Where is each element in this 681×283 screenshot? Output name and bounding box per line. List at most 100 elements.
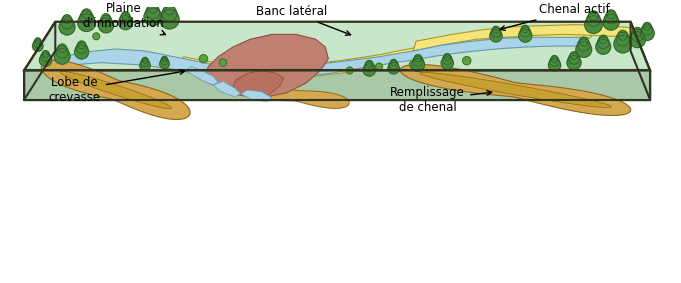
Circle shape	[164, 4, 175, 15]
Circle shape	[42, 51, 49, 57]
Bar	[45, 60, 46, 64]
Circle shape	[41, 52, 50, 62]
Circle shape	[120, 13, 131, 24]
Circle shape	[414, 55, 422, 62]
Circle shape	[219, 59, 227, 67]
Circle shape	[122, 12, 129, 20]
Circle shape	[33, 39, 42, 47]
Polygon shape	[213, 81, 240, 97]
Circle shape	[577, 39, 590, 51]
Circle shape	[63, 15, 72, 23]
Circle shape	[491, 28, 501, 37]
Circle shape	[597, 37, 609, 48]
Bar	[603, 47, 604, 51]
Bar	[81, 52, 82, 56]
Circle shape	[75, 45, 89, 59]
Circle shape	[462, 57, 471, 65]
Circle shape	[633, 27, 642, 36]
Bar	[417, 65, 419, 68]
Circle shape	[599, 35, 607, 44]
Circle shape	[76, 42, 87, 53]
Circle shape	[61, 16, 73, 29]
Bar	[637, 40, 638, 44]
Circle shape	[162, 7, 177, 22]
Text: Banc latéral: Banc latéral	[255, 5, 351, 35]
Circle shape	[616, 33, 630, 46]
Circle shape	[587, 13, 601, 27]
Circle shape	[596, 39, 611, 54]
Circle shape	[567, 56, 581, 70]
Circle shape	[443, 55, 452, 65]
Circle shape	[522, 25, 529, 33]
Circle shape	[363, 64, 375, 76]
Circle shape	[376, 63, 383, 70]
Circle shape	[162, 56, 168, 62]
Polygon shape	[189, 42, 321, 93]
Polygon shape	[186, 67, 218, 85]
Bar	[592, 25, 595, 29]
Circle shape	[409, 61, 417, 68]
Circle shape	[39, 54, 52, 66]
Bar	[368, 70, 370, 73]
Bar	[622, 44, 624, 49]
Circle shape	[78, 41, 86, 49]
Text: Chenal actif: Chenal actif	[501, 3, 609, 31]
Circle shape	[576, 42, 592, 57]
Bar	[61, 56, 63, 61]
Polygon shape	[24, 22, 650, 70]
Circle shape	[33, 41, 43, 51]
Bar	[152, 17, 154, 22]
Circle shape	[82, 9, 91, 19]
Circle shape	[56, 46, 68, 58]
Circle shape	[347, 67, 353, 74]
Bar	[583, 50, 585, 54]
Circle shape	[161, 57, 168, 65]
Bar	[37, 46, 38, 49]
Polygon shape	[631, 22, 650, 100]
Circle shape	[366, 60, 373, 67]
Circle shape	[444, 53, 451, 60]
Polygon shape	[60, 71, 172, 109]
Polygon shape	[240, 90, 272, 102]
Circle shape	[644, 22, 651, 30]
Polygon shape	[179, 27, 599, 78]
Bar	[105, 25, 107, 29]
Bar	[168, 19, 170, 25]
Circle shape	[58, 44, 67, 53]
Circle shape	[160, 10, 179, 29]
Circle shape	[411, 58, 424, 71]
Circle shape	[492, 26, 499, 33]
Polygon shape	[24, 22, 55, 100]
Circle shape	[441, 57, 454, 69]
Polygon shape	[24, 70, 650, 100]
Circle shape	[80, 11, 93, 25]
Circle shape	[490, 30, 502, 42]
Circle shape	[54, 48, 70, 64]
Circle shape	[580, 37, 588, 46]
Circle shape	[390, 59, 397, 66]
Circle shape	[78, 14, 95, 31]
Circle shape	[146, 5, 159, 19]
Polygon shape	[400, 65, 631, 115]
Circle shape	[550, 57, 559, 67]
Circle shape	[640, 26, 654, 40]
Circle shape	[570, 52, 578, 59]
Polygon shape	[413, 25, 631, 51]
Bar	[144, 66, 146, 68]
Circle shape	[569, 53, 580, 64]
Bar	[447, 63, 448, 67]
Circle shape	[520, 27, 530, 37]
Circle shape	[200, 55, 208, 63]
Circle shape	[607, 10, 616, 19]
Bar	[164, 64, 165, 67]
Circle shape	[364, 62, 374, 71]
Circle shape	[140, 60, 151, 71]
Circle shape	[605, 12, 617, 24]
Text: Remplissage
de chenal: Remplissage de chenal	[390, 86, 492, 114]
Circle shape	[588, 11, 599, 21]
Text: Lobe de
crevasse: Lobe de crevasse	[49, 70, 185, 104]
Bar	[610, 22, 612, 27]
Bar	[554, 65, 555, 68]
Bar	[66, 27, 68, 31]
Circle shape	[548, 59, 560, 71]
